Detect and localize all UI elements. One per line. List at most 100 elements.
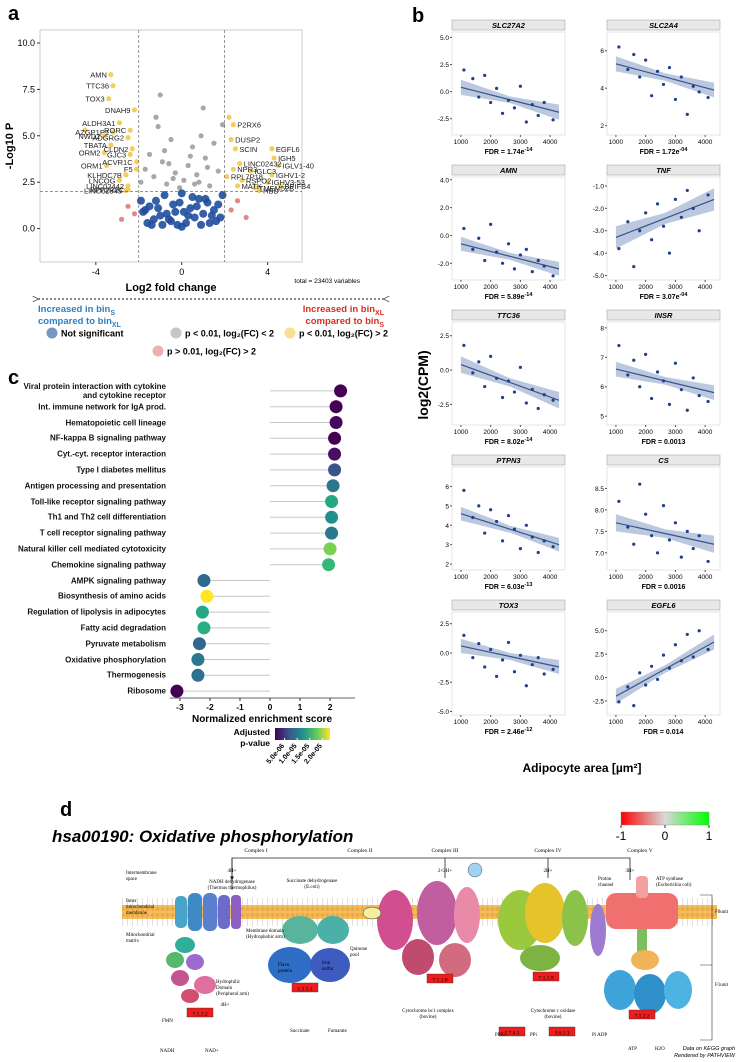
point — [500, 261, 505, 265]
y-tick-label: 4.0 — [440, 177, 449, 184]
diagram-label: 2×2H+ — [438, 869, 452, 874]
diagram-label: PPPi — [495, 1033, 505, 1038]
strip-title: PTPN3 — [496, 456, 521, 465]
x-tick-label: -1 — [236, 702, 244, 712]
dot — [192, 637, 206, 651]
fdr-label-part: FDR = 1.74e — [485, 149, 525, 156]
fdr-label: FDR = 1.74e-14 — [485, 147, 534, 156]
y-tick-label: -5.0 — [593, 273, 605, 280]
diagram-label: F0unit — [715, 910, 729, 915]
point — [127, 127, 133, 133]
dot — [197, 621, 211, 635]
point — [679, 555, 683, 559]
point — [691, 376, 695, 380]
point — [655, 677, 660, 682]
complex-label: Complex V — [627, 848, 652, 854]
diagram-label: (Thermus thermophilus) — [208, 886, 257, 891]
point-label: ADGRG2 — [92, 134, 124, 143]
diagram-label: Proton — [598, 877, 612, 882]
point — [204, 164, 211, 170]
point — [495, 86, 499, 90]
diagram-label: (Escherichia coli) — [656, 883, 692, 888]
point — [224, 174, 230, 180]
diagram-label: matrix — [126, 939, 140, 944]
point — [167, 217, 175, 226]
diagram-label: Hydrophilic — [216, 980, 241, 985]
point — [626, 67, 630, 72]
scale-tick-label: -1 — [616, 829, 627, 843]
fdr-label: FDR = 2.46e-12 — [485, 727, 533, 736]
category-label: Antigen processing and presentation — [24, 481, 166, 491]
diagram-label: Succinate dehydrogenase — [287, 879, 338, 884]
category-label: Fatty acid degradation — [80, 623, 166, 633]
x-axis-label: Adipocyte area [µm²] — [523, 761, 642, 775]
pathway-title: hsa00190: Oxidative phosphorylation — [52, 827, 353, 846]
fdr-label-part: FDR = 5.89e — [485, 294, 525, 301]
point — [462, 343, 466, 347]
note: total = 23403 variables — [294, 278, 360, 285]
point — [158, 220, 167, 229]
diagram-label: Cytochrome c oxidase — [531, 1009, 576, 1014]
point — [275, 162, 281, 169]
diagram-label: channel — [598, 883, 614, 888]
point — [186, 204, 195, 213]
enzyme-box — [532, 971, 560, 982]
y-tick-label: 10.0 — [17, 38, 35, 48]
point — [103, 162, 110, 169]
x-tick-label: 3000 — [668, 139, 683, 146]
point — [506, 379, 511, 383]
point — [685, 112, 689, 116]
x-tick-label: 4000 — [698, 284, 713, 291]
point — [518, 84, 522, 88]
fdr-label: FDR = 1.72e-04 — [640, 147, 689, 156]
diagram-label: H2O — [655, 1047, 665, 1052]
point-label: IGHV1-2 — [276, 171, 305, 180]
point-label: DUSP2 — [235, 136, 260, 145]
point — [650, 534, 654, 538]
point — [536, 656, 540, 660]
point-label: RSPO2 — [246, 176, 271, 185]
point — [691, 546, 695, 551]
dot — [170, 684, 184, 698]
x-tick-label: -2 — [206, 702, 214, 712]
legend-marker — [152, 345, 164, 357]
point — [477, 95, 481, 99]
point — [679, 215, 683, 219]
x-tick-label: 0 — [179, 267, 184, 277]
point — [697, 90, 701, 94]
point — [495, 376, 499, 380]
point — [673, 361, 677, 365]
point — [219, 122, 226, 128]
point-label: DNAH9 — [105, 106, 130, 115]
point — [101, 149, 108, 156]
enzyme-box — [628, 1009, 656, 1020]
complex-iii-shapes — [362, 862, 483, 977]
point — [542, 264, 546, 268]
point-label: KLHDC7B — [87, 171, 122, 180]
direction-text: Increased in binS — [38, 304, 115, 317]
point — [197, 220, 206, 229]
direction-text-part: compared to bin — [305, 316, 379, 327]
point — [116, 177, 123, 183]
point — [551, 274, 555, 278]
point — [142, 166, 148, 172]
y-tick-label: 0.0 — [440, 368, 449, 375]
x-tick-label: 3000 — [668, 284, 683, 291]
point — [265, 179, 271, 185]
diagram-label: (Peripheral arm) — [216, 992, 249, 997]
x-axis-label: Normalized enrichment score — [192, 714, 332, 725]
point — [542, 100, 546, 105]
point — [232, 146, 239, 152]
x-tick-label: 2000 — [638, 429, 653, 436]
y-tick-label: 5 — [445, 503, 449, 510]
point — [153, 114, 159, 120]
dot — [200, 589, 214, 603]
fdr-label-part: FDR = 0.0013 — [642, 439, 686, 446]
y-tick-label: 8.0 — [595, 507, 604, 514]
x-tick-label: 1000 — [454, 719, 469, 726]
category-label: T cell receptor signaling pathway — [39, 528, 166, 538]
point-label: TBATA — [84, 141, 107, 150]
fdr-label: FDR = 3.07e-04 — [640, 292, 689, 301]
point-label: SCIN — [239, 145, 257, 154]
point — [697, 534, 701, 538]
